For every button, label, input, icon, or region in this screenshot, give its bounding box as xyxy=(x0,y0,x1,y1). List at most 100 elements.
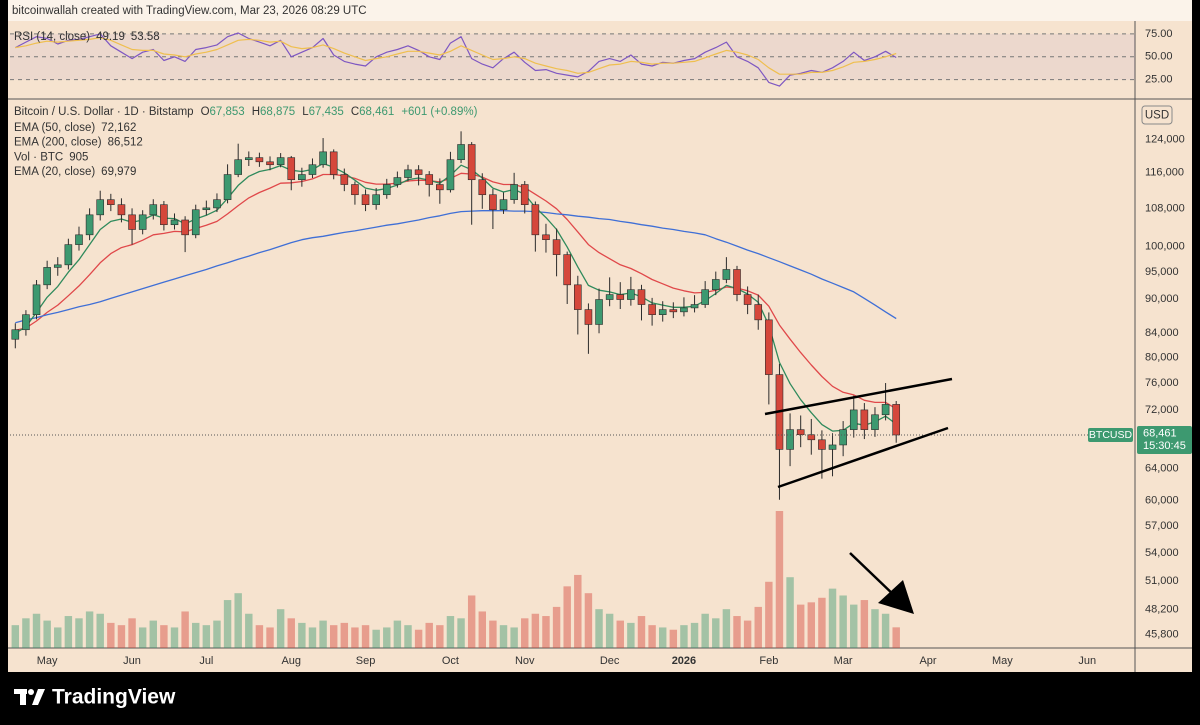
volume-bar xyxy=(308,627,317,648)
candle-body xyxy=(796,429,805,435)
volume-bar xyxy=(743,620,752,648)
candle-body xyxy=(138,214,147,230)
legend-name: EMA (50, close) xyxy=(14,122,95,134)
volume-bar xyxy=(690,622,699,648)
volume-bar xyxy=(850,604,858,648)
logo-slash xyxy=(32,689,45,705)
x-tick-label: May xyxy=(992,655,1013,667)
rsi-tick-label: 25.00 xyxy=(1145,74,1173,86)
candle-body xyxy=(117,204,126,216)
candle-body xyxy=(213,199,221,209)
volume-bar xyxy=(22,618,30,648)
candle-body xyxy=(53,264,62,268)
candle-body xyxy=(520,184,529,205)
candle-body xyxy=(765,319,773,375)
candle-body xyxy=(43,267,51,286)
candle-body xyxy=(754,304,763,321)
ohlc-value: 68,461 xyxy=(359,106,394,118)
candle-body xyxy=(722,269,731,280)
candle-body xyxy=(340,174,349,185)
volume-bar xyxy=(149,620,157,648)
volume-bar xyxy=(446,616,455,648)
volume-bar xyxy=(43,620,51,648)
candle-body xyxy=(669,309,678,313)
volume-bar xyxy=(542,616,550,648)
volume-bar xyxy=(860,600,869,648)
candle-body xyxy=(255,157,264,163)
candle-body xyxy=(425,174,434,185)
candle-body xyxy=(658,309,667,315)
volume-bar xyxy=(85,611,94,648)
panel xyxy=(8,0,1192,672)
candle-body xyxy=(191,209,200,236)
countdown-label: 15:30:45 xyxy=(1143,440,1186,452)
volume-bar xyxy=(637,616,646,648)
price-tag xyxy=(1137,425,1192,454)
candle-body xyxy=(404,169,412,178)
candle-body xyxy=(361,194,370,205)
x-tick-label: Apr xyxy=(919,655,936,667)
volume-bar xyxy=(616,620,624,648)
candle-body xyxy=(149,204,158,216)
volume-bar xyxy=(489,620,497,648)
candle-body xyxy=(393,177,402,185)
attribution: bitcoinwallah created with TradingView.c… xyxy=(12,5,367,17)
volume-bar xyxy=(807,602,816,648)
volume-bar xyxy=(605,613,614,648)
x-tick-label: Aug xyxy=(281,655,301,667)
x-tick-label: Jul xyxy=(199,655,213,667)
candle-body xyxy=(595,299,603,325)
candle-body xyxy=(478,179,487,196)
candle-body xyxy=(542,234,550,240)
candle-body xyxy=(690,304,699,309)
candle-body xyxy=(414,169,423,175)
candle-body xyxy=(701,289,709,305)
candle-body xyxy=(499,199,508,211)
legend-name: EMA (200, close) xyxy=(14,137,102,149)
volume-bar xyxy=(754,606,762,648)
candle-body xyxy=(849,409,858,430)
volume-bar xyxy=(319,620,327,648)
candle-body xyxy=(22,314,30,331)
candle-body xyxy=(319,151,327,166)
x-tick-label: Mar xyxy=(834,655,853,667)
x-tick-label: Oct xyxy=(442,655,459,667)
brand-logo xyxy=(14,689,45,705)
volume-bar xyxy=(584,593,593,648)
candle-body xyxy=(828,444,837,450)
volume-bar xyxy=(383,627,391,648)
volume-bar xyxy=(839,595,847,648)
trendline-upper xyxy=(764,377,953,416)
volume-bar xyxy=(128,618,136,648)
candle-body xyxy=(552,239,561,255)
volume-bar xyxy=(881,613,890,648)
volume-bar xyxy=(467,595,476,648)
candle-body xyxy=(584,309,593,325)
candle-body xyxy=(457,144,465,161)
symbol-tag xyxy=(1088,427,1133,442)
candle-body xyxy=(711,279,720,290)
volume-bar xyxy=(436,625,444,648)
y-tick-label: 64,000 xyxy=(1145,462,1179,474)
candle-body xyxy=(881,404,890,416)
volume-bar xyxy=(404,625,412,648)
legend-name: EMA (20, close) xyxy=(14,166,95,178)
candle-body xyxy=(786,429,794,450)
volume-bar xyxy=(722,609,731,648)
volume-bar xyxy=(192,622,200,648)
volume-bar xyxy=(648,625,656,648)
currency: USD xyxy=(1145,110,1169,122)
candle-body xyxy=(892,404,901,436)
ohlc-key: C xyxy=(351,106,359,118)
candle-body xyxy=(467,144,476,181)
x-tick-label: Jun xyxy=(1078,655,1096,667)
candle-body xyxy=(648,304,656,315)
volume-bar xyxy=(372,629,380,648)
volume-layer xyxy=(11,511,900,648)
candle-body xyxy=(605,294,614,300)
volume-bar xyxy=(340,622,349,648)
volume-bar xyxy=(117,625,126,648)
y-tick-label: 100,000 xyxy=(1145,241,1185,253)
